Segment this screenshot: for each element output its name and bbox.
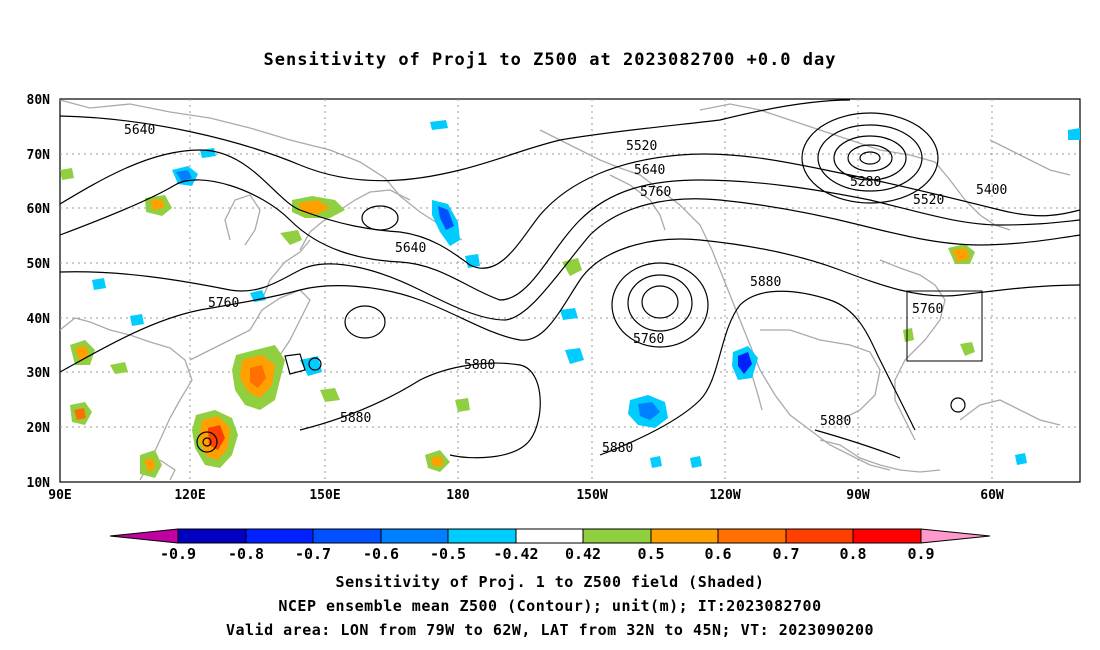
valid-area-box — [906, 290, 983, 362]
caption-line: Sensitivity of Proj. 1 to Z500 field (Sh… — [335, 573, 765, 591]
contour-label: 5760 — [208, 296, 239, 311]
colorbar-label: -0.9 — [160, 545, 196, 563]
contour-label: 5760 — [640, 185, 671, 200]
contour-label: 5880 — [820, 414, 851, 429]
lat-label: 30N — [27, 366, 51, 381]
colorbar-label: -0.7 — [295, 545, 331, 563]
lon-label: 60W — [980, 488, 1004, 503]
contour-label: 5880 — [750, 275, 781, 290]
contour-labels: 5640 5520 5640 5760 5280 5400 5520 5640 … — [124, 123, 1007, 456]
lon-label: 90E — [48, 488, 71, 503]
contour-label: 5880 — [602, 441, 633, 456]
lon-axis: 90E 120E 150E 180 150W 120W 90W 60W — [48, 488, 1004, 503]
contour-label: 5520 — [913, 193, 944, 208]
colorbar-segment — [583, 529, 651, 543]
lat-label: 50N — [27, 257, 51, 272]
lat-axis: 80N 70N 60N 50N 40N 30N 20N 10N — [27, 93, 51, 491]
lon-label: 180 — [446, 488, 470, 503]
colorbar-segment — [786, 529, 853, 543]
colorbar-label: -0.5 — [430, 545, 466, 563]
colorbar-segment — [381, 529, 448, 543]
map-title: Sensitivity of Proj1 to Z500 at 20230827… — [263, 50, 837, 70]
lon-label: 150E — [309, 488, 340, 503]
colorbar-label: 0.42 — [565, 545, 601, 563]
lon-label: 150W — [576, 488, 607, 503]
lat-label: 10N — [27, 476, 51, 491]
colorbar-segment — [853, 529, 921, 543]
colorbar-label: -0.42 — [493, 545, 538, 563]
caption-line: NCEP ensemble mean Z500 (Contour); unit(… — [278, 597, 822, 615]
colorbar-segment — [178, 529, 246, 543]
colorbar-segment — [921, 529, 990, 543]
lat-label: 20N — [27, 421, 51, 436]
contour-label: 5280 — [850, 175, 881, 190]
coastlines — [59, 99, 1071, 481]
lat-label: 40N — [27, 312, 51, 327]
lat-label: 60N — [27, 202, 51, 217]
colorbar-segment — [448, 529, 516, 543]
colorbar-label: 0.8 — [839, 545, 866, 563]
contour-label: 5640 — [124, 123, 155, 138]
contour-label: 5640 — [634, 163, 665, 178]
colorbar-segment — [651, 529, 718, 543]
contour-label: 5760 — [912, 302, 943, 317]
lon-label: 120E — [174, 488, 205, 503]
colorbar-segment — [718, 529, 786, 543]
lon-label: 120W — [709, 488, 740, 503]
colorbar-segment — [246, 529, 313, 543]
contour-label: 5760 — [633, 332, 664, 347]
contour-label: 5640 — [395, 241, 426, 256]
colorbar-label: 0.7 — [772, 545, 799, 563]
contour-label: 5400 — [976, 183, 1007, 198]
colorbar-label: -0.8 — [228, 545, 264, 563]
lat-label: 70N — [27, 148, 51, 163]
colorbar: -0.9 -0.8 -0.7 -0.6 -0.5 -0.42 0.42 0.5 … — [109, 528, 991, 563]
colorbar-segment — [110, 529, 178, 543]
colorbar-label: -0.6 — [363, 545, 399, 563]
colorbar-label: 0.5 — [637, 545, 664, 563]
colorbar-segment — [516, 529, 583, 543]
lon-label: 90W — [846, 488, 870, 503]
caption-line: Valid area: LON from 79W to 62W, LAT fro… — [225, 621, 875, 639]
contour-label: 5880 — [340, 411, 371, 426]
lat-label: 80N — [27, 93, 51, 108]
colorbar-label: 0.9 — [907, 545, 934, 563]
contour-label: 5520 — [626, 139, 657, 154]
z500-contours — [59, 99, 1081, 459]
contour-label: 5880 — [464, 358, 495, 373]
colorbar-label: 0.6 — [704, 545, 731, 563]
colorbar-segment — [313, 529, 381, 543]
